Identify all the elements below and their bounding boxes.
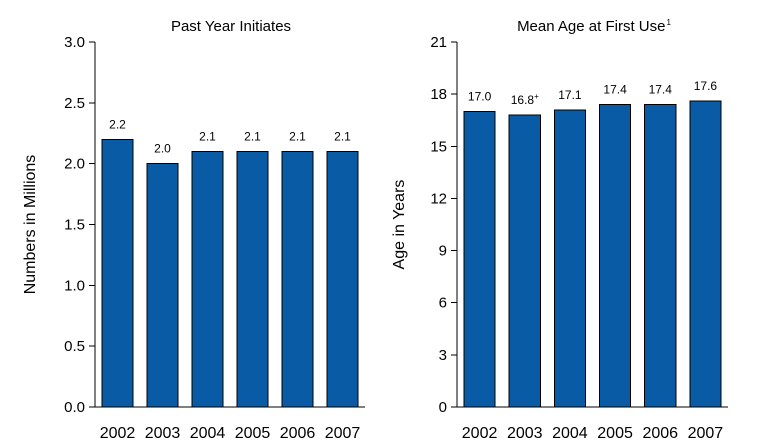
- data-label-2003: 16.8+: [511, 92, 539, 107]
- y-tick-label: 0: [439, 399, 447, 416]
- data-label-value: 2.1: [334, 130, 351, 144]
- x-tick-label: 2005: [235, 425, 271, 442]
- data-label-value: 17.4: [649, 83, 673, 97]
- data-label-2006: 2.1: [289, 130, 306, 144]
- x-tick-label: 2004: [190, 425, 226, 442]
- y-tick-label: 18: [430, 86, 447, 103]
- data-label-2005: 2.1: [244, 130, 261, 144]
- data-label-value: 2.1: [289, 130, 306, 144]
- y-tick-label: 3.0: [64, 34, 85, 51]
- y-tick-label: 2.5: [64, 95, 85, 112]
- bar-2003: [508, 114, 541, 408]
- y-tick-label: 21: [430, 34, 447, 51]
- data-label-value: 17.1: [558, 88, 582, 102]
- y-tick-label: 0.5: [64, 338, 85, 355]
- y-axis-label: Numbers in Millions: [22, 155, 39, 295]
- data-label-value: 16.8: [511, 93, 535, 107]
- data-label-2007: 2.1: [334, 130, 351, 144]
- data-label-2004: 2.1: [199, 130, 216, 144]
- data-label-significance-mark: +: [534, 92, 539, 101]
- x-tick-label: 2006: [642, 425, 678, 442]
- y-tick-label: 1.0: [64, 277, 85, 294]
- x-tick-label: 2006: [280, 425, 316, 442]
- data-label-2005: 17.4: [603, 83, 627, 97]
- chart-title: Mean Age at First Use1: [517, 18, 671, 35]
- data-label-2007: 17.6: [694, 79, 718, 93]
- y-tick-label: 2.0: [64, 156, 85, 173]
- y-tick-label: 3: [439, 347, 447, 364]
- data-label-2006: 17.4: [649, 83, 673, 97]
- y-tick-label: 15: [430, 138, 447, 155]
- data-label-value: 17.0: [468, 90, 492, 104]
- bar-2005: [599, 104, 632, 408]
- bar-2007: [689, 100, 722, 408]
- x-tick-label: 2002: [462, 425, 498, 442]
- chart-title: Past Year Initiates: [171, 18, 291, 35]
- x-tick-label: 2007: [688, 425, 724, 442]
- bar-2007: [326, 151, 359, 408]
- bar-2006: [644, 104, 677, 408]
- bar-2005: [236, 151, 269, 408]
- chart-title-text: Mean Age at First Use: [517, 18, 665, 35]
- y-tick-label: 0.0: [64, 399, 85, 416]
- bar-2002: [101, 138, 134, 408]
- x-tick-label: 2003: [507, 425, 543, 442]
- data-label-value: 17.4: [603, 83, 627, 97]
- y-tick-label: 9: [439, 243, 447, 260]
- bar-2003: [146, 163, 179, 408]
- data-label-value: 2.0: [154, 142, 171, 156]
- data-label-2003: 2.0: [154, 142, 171, 156]
- x-tick-label: 2003: [145, 425, 181, 442]
- bar-2004: [191, 151, 224, 408]
- bar-2006: [281, 151, 314, 408]
- bar-2002: [463, 111, 496, 408]
- x-tick-label: 2007: [325, 425, 361, 442]
- data-label-2002: 2.2: [109, 117, 126, 131]
- y-tick-label: 6: [439, 295, 447, 312]
- chart-title-text: Past Year Initiates: [171, 18, 291, 35]
- chart-panel-past-year-initiates: Past Year Initiates Numbers in Millions 0.…: [22, 18, 365, 442]
- data-label-value: 2.2: [109, 117, 126, 131]
- y-axis-label: Age in Years: [391, 180, 408, 270]
- y-tick-label: 12: [430, 190, 447, 207]
- data-label-value: 2.1: [199, 130, 216, 144]
- x-tick-label: 2005: [597, 425, 633, 442]
- data-label-value: 2.1: [244, 130, 261, 144]
- chart-title-footnote: 1: [666, 18, 671, 27]
- x-tick-label: 2002: [100, 425, 136, 442]
- data-label-value: 17.6: [694, 79, 718, 93]
- data-label-2002: 17.0: [468, 90, 492, 104]
- y-tick-label: 1.5: [64, 217, 85, 234]
- data-label-2004: 17.1: [558, 88, 582, 102]
- bar-2004: [553, 109, 586, 408]
- x-tick-label: 2004: [552, 425, 588, 442]
